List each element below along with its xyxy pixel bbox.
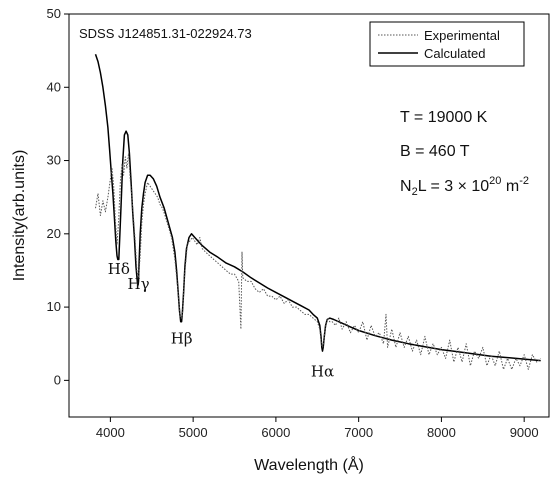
column-density-coefficient: L = 3 × 10: [418, 178, 490, 195]
line-label: Hβ: [171, 330, 193, 348]
column-density-symbol: N: [400, 178, 412, 195]
line-label: Hα: [311, 363, 334, 381]
y-axis-label: Intensity(arb.units): [11, 150, 28, 282]
x-tick-label: 6000: [261, 425, 290, 440]
column-density-subscript: 2: [412, 186, 418, 198]
column-density-unit-exponent: -2: [519, 175, 529, 187]
x-axis-label: Wavelength (Å): [254, 455, 364, 474]
column-density-exponent: 20: [489, 175, 501, 187]
temperature-label: T = 19000 K: [400, 109, 488, 126]
column-density-label: N2L = 3 × 1020 m-2: [400, 175, 529, 198]
y-tick-label: 10: [47, 299, 61, 314]
object-annotation: SDSS J124851.31-022924.73: [79, 26, 252, 41]
x-tick-label: 4000: [96, 425, 125, 440]
x-tick-label: 8000: [427, 425, 456, 440]
legend-label-calculated: Calculated: [424, 46, 485, 61]
y-tick-label: 40: [47, 79, 61, 94]
field-label: B = 460 T: [400, 143, 470, 160]
x-tick-label: 9000: [510, 425, 539, 440]
column-density-unit: m: [501, 178, 519, 195]
legend-box: [369, 21, 525, 67]
line-label: Hγ: [127, 275, 149, 293]
series-layer: [94, 54, 542, 370]
line-label: Hδ: [108, 260, 130, 278]
x-tick-label: 5000: [179, 425, 208, 440]
y-tick-label: 0: [54, 372, 61, 387]
legend: Experimental Calculated: [369, 21, 525, 67]
y-tick-label: 30: [47, 153, 61, 168]
axes: 4000 5000 6000 7000 8000 9000 0 10 20 30 40 50: [47, 6, 539, 440]
y-tick-label: 50: [47, 6, 61, 21]
parameter-annotations: T = 19000 K B = 460 T N2L = 3 × 1020 m-2: [400, 109, 529, 198]
y-tick-label: 20: [47, 226, 61, 241]
legend-label-experimental: Experimental: [424, 28, 500, 43]
plot-frame: [68, 13, 550, 418]
x-tick-label: 7000: [344, 425, 373, 440]
